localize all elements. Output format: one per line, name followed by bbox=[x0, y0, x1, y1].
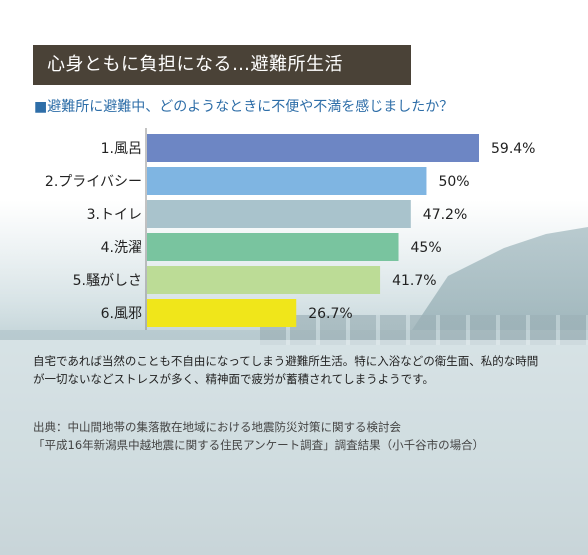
category-label: 2.プライバシー bbox=[45, 174, 142, 190]
category-label: 4.洗濯 bbox=[101, 240, 142, 256]
page-title: 心身ともに負担になる…避難所生活 bbox=[47, 54, 343, 75]
title-bar bbox=[33, 45, 411, 85]
value-label: 45% bbox=[411, 240, 442, 256]
source-citation: 出典：中山間地帯の集落散在地域における地震防災対策に関する検討会 「平成16年新… bbox=[33, 418, 563, 454]
bar bbox=[147, 299, 297, 327]
bar bbox=[147, 134, 479, 162]
explanation-text: 自宅であれば当然のことも不自由になってしまう避難所生活。特に入浴などの衛生面、私… bbox=[33, 354, 539, 386]
bar bbox=[147, 200, 411, 228]
value-label: 50% bbox=[438, 174, 469, 190]
value-label: 26.7% bbox=[308, 306, 352, 322]
bar-chart: 1.風呂 59.4% 2.プライバシー 50% 3.トイレ 47.2% 4.洗濯 45% 5.騒… bbox=[45, 128, 535, 330]
source-line-2: 「平成16年新潟県中越地震に関する住民アンケート調査」調査結果（小千谷市の場合） bbox=[33, 438, 485, 452]
value-label: 41.7% bbox=[392, 273, 436, 289]
category-label: 3.トイレ bbox=[87, 207, 142, 223]
background-overlay bbox=[0, 340, 588, 555]
category-label: 1.風呂 bbox=[101, 141, 142, 157]
bar bbox=[147, 233, 399, 261]
category-label: 6.風邪 bbox=[101, 306, 142, 322]
bar bbox=[147, 266, 381, 294]
value-label: 59.4% bbox=[491, 141, 535, 157]
bar bbox=[147, 167, 427, 195]
category-label: 5.騒がしさ bbox=[73, 273, 142, 289]
value-label: 47.2% bbox=[423, 207, 467, 223]
source-line-1: 出典：中山間地帯の集落散在地域における地震防災対策に関する検討会 bbox=[33, 420, 401, 434]
survey-question: ■避難所に避難中、どのようなときに不便や不満を感じましたか？ bbox=[34, 99, 454, 115]
